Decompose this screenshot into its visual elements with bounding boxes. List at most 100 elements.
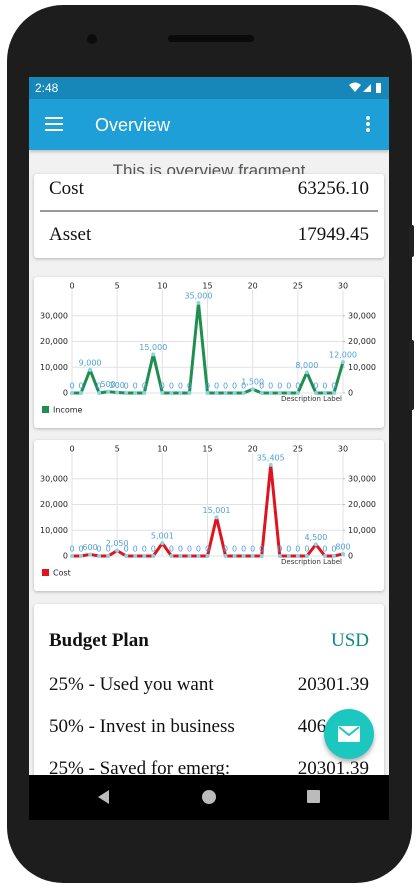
data-point bbox=[151, 554, 156, 558]
data-point bbox=[313, 542, 318, 547]
y-tick-label: 0 bbox=[63, 552, 68, 561]
data-label: 0 bbox=[304, 545, 309, 554]
data-label: 0 bbox=[259, 382, 264, 391]
data-label: 0 bbox=[268, 382, 273, 391]
data-label: 0 bbox=[178, 382, 183, 391]
data-label: 0 bbox=[97, 545, 102, 554]
fab-email[interactable] bbox=[324, 709, 374, 759]
data-label: 12,000 bbox=[329, 351, 357, 360]
data-label: 0 bbox=[232, 382, 237, 391]
data-label: 0 bbox=[286, 545, 291, 554]
data-label: 0 bbox=[78, 382, 83, 391]
home-button[interactable] bbox=[202, 790, 216, 804]
data-label: 0 bbox=[160, 382, 165, 391]
data-point bbox=[259, 554, 264, 558]
data-point bbox=[250, 387, 255, 392]
data-point bbox=[304, 370, 309, 375]
summary-label: Cost bbox=[49, 178, 84, 199]
x-tick-label: 20 bbox=[248, 282, 258, 291]
speaker bbox=[168, 35, 254, 42]
x-tick-label: 0 bbox=[69, 282, 74, 291]
summary-value: 63256.10 bbox=[297, 178, 369, 199]
data-label: 4,500 bbox=[304, 533, 327, 542]
data-point bbox=[106, 554, 111, 558]
data-point bbox=[313, 391, 318, 395]
data-label: 0 bbox=[232, 545, 237, 554]
data-label: 0 bbox=[223, 382, 228, 391]
data-label: 35,000 bbox=[184, 291, 212, 300]
data-point bbox=[268, 462, 273, 467]
y2-tick-label: 30,000 bbox=[348, 474, 376, 483]
data-point bbox=[304, 554, 309, 558]
data-point bbox=[124, 391, 129, 395]
data-label: 0 bbox=[124, 545, 129, 554]
data-point bbox=[250, 554, 255, 558]
data-label: 0 bbox=[169, 382, 174, 391]
data-point bbox=[133, 391, 138, 395]
budget-label: 25% - Saved for emerg: bbox=[49, 758, 231, 779]
y2-tick-label: 0 bbox=[348, 389, 353, 398]
data-point bbox=[178, 391, 183, 395]
y-tick-label: 0 bbox=[63, 389, 68, 398]
x-tick-label: 20 bbox=[248, 445, 258, 454]
y-tick-label: 20,000 bbox=[40, 337, 68, 346]
data-label: 600 bbox=[82, 543, 97, 552]
budget-label: 50% - Invest in business bbox=[49, 716, 235, 737]
camera bbox=[87, 34, 97, 44]
data-label: 0 bbox=[106, 545, 111, 554]
data-label: 0 bbox=[250, 545, 255, 554]
data-label: 0 bbox=[124, 382, 129, 391]
data-label: 0 bbox=[69, 382, 74, 391]
summary-value: 17949.45 bbox=[297, 224, 369, 245]
menu-button[interactable] bbox=[45, 117, 63, 131]
data-point bbox=[169, 391, 174, 395]
data-label: 0 bbox=[178, 545, 183, 554]
data-point bbox=[277, 391, 282, 395]
y-tick-label: 10,000 bbox=[40, 363, 68, 372]
data-label: 0 bbox=[187, 382, 192, 391]
budget-currency: USD bbox=[330, 630, 369, 651]
overflow-menu[interactable] bbox=[365, 115, 371, 133]
y2-tick-label: 30,000 bbox=[348, 311, 376, 320]
data-point bbox=[205, 554, 210, 558]
data-point bbox=[70, 554, 74, 558]
description-label: Description Label bbox=[281, 558, 342, 566]
data-point bbox=[79, 554, 84, 558]
data-label: 0 bbox=[322, 545, 327, 554]
x-tick-label: 30 bbox=[338, 445, 348, 454]
data-point bbox=[106, 389, 111, 394]
data-point bbox=[241, 391, 246, 395]
data-point bbox=[205, 391, 210, 395]
data-label: 8,000 bbox=[295, 361, 318, 370]
x-tick-label: 30 bbox=[338, 282, 348, 291]
back-button[interactable] bbox=[98, 790, 109, 804]
recents-button[interactable] bbox=[307, 790, 320, 803]
data-label: 0 bbox=[322, 382, 327, 391]
data-label: 0 bbox=[169, 545, 174, 554]
data-point bbox=[115, 390, 120, 395]
data-label: 0 bbox=[205, 382, 210, 391]
data-label: 0 bbox=[187, 545, 192, 554]
data-label: 0 bbox=[69, 545, 74, 554]
data-point bbox=[241, 554, 246, 558]
data-point bbox=[178, 554, 183, 558]
data-point bbox=[70, 391, 74, 395]
description-label: Description Label bbox=[281, 395, 342, 403]
y2-tick-label: 20,000 bbox=[348, 337, 376, 346]
x-tick-label: 10 bbox=[157, 282, 167, 291]
side-button bbox=[409, 340, 414, 410]
data-point bbox=[88, 367, 93, 372]
data-point bbox=[322, 554, 327, 558]
data-point bbox=[79, 391, 84, 395]
budget-value: 20301.39 bbox=[297, 674, 369, 695]
data-label: 200 bbox=[110, 381, 125, 390]
status-bar: 2:48 bbox=[29, 77, 389, 99]
data-point bbox=[277, 554, 282, 558]
data-point bbox=[196, 300, 201, 305]
summary-label: Asset bbox=[49, 224, 92, 245]
legend-label: Income bbox=[53, 406, 83, 415]
y2-tick-label: 10,000 bbox=[348, 363, 376, 372]
data-label: 0 bbox=[241, 545, 246, 554]
y-tick-label: 30,000 bbox=[40, 474, 68, 483]
data-point bbox=[115, 548, 120, 553]
